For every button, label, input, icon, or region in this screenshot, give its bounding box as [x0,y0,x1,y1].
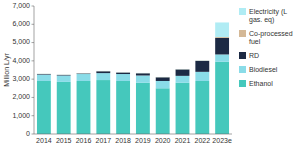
y-tick-label: 6,000 [12,20,30,27]
bar-segment [96,71,110,73]
bar-segment [116,73,130,74]
legend-swatch [239,80,246,87]
bar-segment [176,69,190,70]
bar-segment [116,72,130,73]
bar-segment [96,80,110,134]
bar-segment [37,73,51,74]
bar-segment [156,76,170,77]
bar-segment [215,22,229,37]
bar-segment [156,77,170,78]
legend-label: Ethanol [249,80,273,87]
bar-segment [136,72,150,73]
legend-swatch [239,8,246,15]
legend-label: Electricity (Lgas. eq) [249,8,287,24]
bar-segment [37,74,51,76]
bars [37,22,229,134]
bar-segment [96,71,110,72]
bar-segment [215,38,229,54]
y-axis: 0 1,000 2,000 3,000 4,000 5,000 6,000 7,000 [12,2,34,137]
y-axis-label: Million L/yr [3,53,11,87]
x-tick-label: 2021 [175,137,191,144]
bar-segment [176,83,190,134]
legend-label: Co-processedfuel [249,30,293,45]
y-tick [32,42,35,43]
x-tick-label: 2019 [135,137,151,144]
bar-segment [37,75,51,81]
y-tick [32,115,35,116]
x-tick-label: 2018 [115,137,131,144]
bar-segment [57,74,71,75]
x-tick-label: 2022 [195,137,211,144]
bar-segment [195,60,209,61]
bar-segment [57,75,71,81]
bar-segment [156,88,170,134]
legend: Electricity (Lgas. eq) Co-processedfuel RD… [239,8,293,87]
bar-segment [176,76,190,83]
bar-segment [136,73,150,75]
legend-label: RD [249,52,259,59]
y-tick-label: 2,000 [12,93,30,100]
y-tick-label: 3,000 [12,75,30,82]
bar-segment [77,73,91,74]
x-tick-label: 2014 [36,137,52,144]
bar-segment [96,70,110,71]
x-tick-label: 2023e [212,137,232,144]
bar-segment [96,73,110,80]
y-tick [32,60,35,61]
x-axis: 2014 2015 2016 20172018 2019 2020 2021 20222023… [36,137,232,144]
bar-segment [176,69,190,70]
bar-segment [37,73,51,74]
y-tick-label: 7,000 [12,2,30,9]
bar-segment [77,81,91,134]
bar-segment [195,81,209,134]
bar-segment [136,75,150,82]
legend-swatch [239,66,246,73]
bar-segment [136,83,150,134]
legend-label: Biodiesel [249,66,278,73]
y-tick-label: 1,000 [12,112,30,119]
bar-segment [156,77,170,81]
bar-segment [215,54,229,61]
legend-swatch [239,30,246,37]
bar-segment [195,60,209,61]
y-tick [32,6,35,7]
bar-segment [37,81,51,134]
bar-segment [57,74,71,76]
legend-swatch [239,52,246,59]
y-tick [32,134,35,135]
y-tick-label: 4,000 [12,57,30,64]
y-tick [32,24,35,25]
bar-segment [176,69,190,75]
y-tick [32,97,35,98]
x-tick-label: 2015 [56,137,72,144]
bar-segment [57,74,71,75]
bar-segment [116,72,130,73]
x-tick-label: 2017 [96,137,112,144]
bar-segment [57,82,71,134]
x-tick-label: 2016 [76,137,92,144]
x-axis-line [34,134,232,135]
chart: 0 1,000 2,000 3,000 4,000 5,000 6,000 7,000 Mill… [0,0,300,152]
bar-segment [116,74,130,81]
bar-segment [77,74,91,81]
bar-segment [116,81,130,134]
bar-segment [156,81,170,88]
bar-segment [195,61,209,72]
bar-segment [77,73,91,75]
y-tick-label: 5,000 [12,38,30,45]
bar-segment [77,73,91,74]
bar-segment [215,62,229,134]
bar-segment [136,73,150,74]
y-tick [32,79,35,80]
x-tick-label: 2020 [155,137,171,144]
y-tick-label: 0 [26,130,30,137]
bar-segment [195,72,209,81]
y-axis-line [34,6,35,134]
